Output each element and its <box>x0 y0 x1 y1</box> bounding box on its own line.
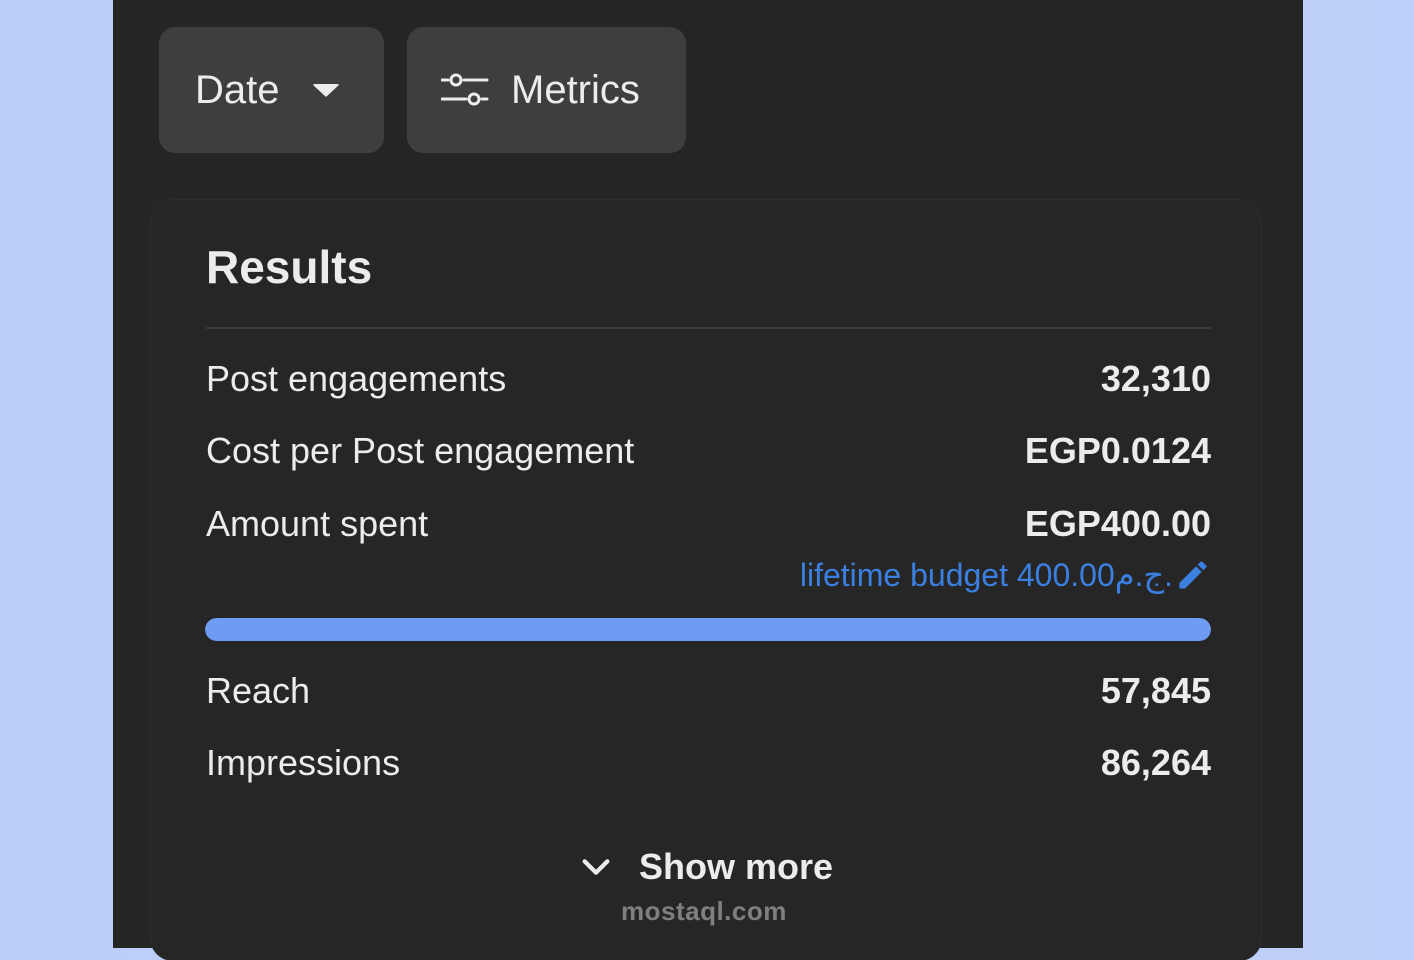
metrics-button[interactable]: Metrics <box>407 27 686 153</box>
ads-results-panel: Date Metrics Results Post engagements 32… <box>113 0 1303 960</box>
metric-row-post-engagements: Post engagements 32,310 <box>206 358 1211 400</box>
results-card <box>151 200 1261 960</box>
pencil-icon <box>1179 561 1207 589</box>
date-filter-button[interactable]: Date <box>159 27 384 153</box>
watermark: mostaql.com <box>621 896 787 926</box>
budget-progress-fill <box>205 618 1211 641</box>
caret-down-icon <box>311 83 340 97</box>
metric-label: Post engagements <box>206 358 507 399</box>
date-filter-label: Date <box>195 67 280 112</box>
budget-progress-bar <box>205 618 1211 641</box>
results-divider <box>206 327 1211 329</box>
sliders-icon <box>441 73 489 106</box>
metric-label: Reach <box>206 670 311 711</box>
metric-label: Cost per Post engagement <box>206 430 635 471</box>
metric-label: Impressions <box>206 742 401 783</box>
metrics-label: Metrics <box>511 67 640 112</box>
metric-row-impressions: Impressions 86,264 <box>206 742 1211 784</box>
show-more-label: Show more <box>639 846 834 887</box>
show-more-button[interactable]: Show more <box>579 846 833 888</box>
metric-row-amount-spent: Amount spent EGP400.00 <box>206 503 1211 545</box>
metric-value: 86,264 <box>1100 742 1211 783</box>
chevron-down-icon <box>582 859 610 875</box>
results-title: Results <box>206 241 373 293</box>
metric-row-reach: Reach 57,845 <box>206 670 1211 712</box>
metric-value: 57,845 <box>1100 670 1211 711</box>
metric-value: 32,310 <box>1100 358 1211 399</box>
metric-row-cost-per-engagement: Cost per Post engagement EGP0.0124 <box>206 430 1211 472</box>
metric-value: EGP400.00 <box>1024 503 1211 544</box>
budget-text: lifetime budget 400.00ج.م. <box>799 557 1173 593</box>
metric-label: Amount spent <box>206 503 429 544</box>
edit-budget-link[interactable]: lifetime budget 400.00ج.م. <box>800 556 1211 594</box>
metric-value: EGP0.0124 <box>1024 430 1211 471</box>
